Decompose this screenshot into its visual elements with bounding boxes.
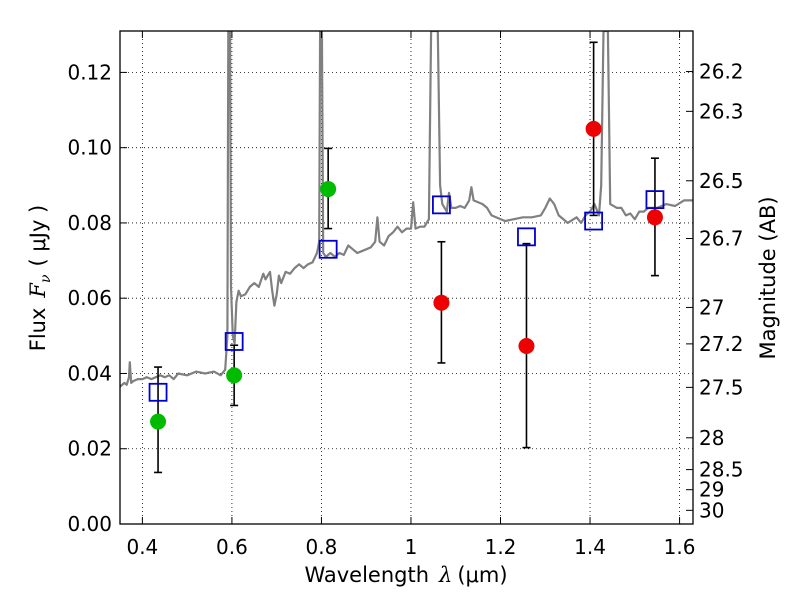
observed-points-layer <box>150 120 663 430</box>
y-axis-label-text: Flux <box>26 308 50 352</box>
magnitude-tick-label: 26.2 <box>699 60 744 84</box>
x-axis-label-text: Wavelength <box>304 563 429 587</box>
y-axis-label-symbol: F <box>26 282 50 299</box>
y-tick-label: 0.08 <box>67 211 112 235</box>
magnitude-tick-label: 27.2 <box>699 332 744 356</box>
y-axis-label-subscript: ν <box>38 274 54 283</box>
x-tick-label: 0.4 <box>126 535 158 559</box>
x-tick-label: 1.6 <box>664 535 696 559</box>
observed-point <box>320 181 337 198</box>
y-tick-label: 0.12 <box>67 60 112 84</box>
x-axis-label: Wavelength λ (μm) <box>304 563 507 587</box>
observed-point <box>226 367 243 384</box>
x-axis-label-unit: (μm) <box>457 563 507 587</box>
model-point-box <box>432 195 451 215</box>
plot-frame <box>119 30 694 525</box>
observed-point <box>433 294 450 311</box>
magnitude-tick-label: 26.7 <box>699 227 744 251</box>
y-axis-label: Flux Fν ( μJy ) <box>26 205 54 351</box>
model-point-box <box>645 190 665 209</box>
observed-point <box>518 337 535 354</box>
spectrum-layer <box>120 31 693 388</box>
magnitude-tick-label: 28 <box>699 426 724 450</box>
x-tick-label: 0.8 <box>306 535 338 559</box>
magnitude-tick-label: 27.5 <box>699 375 744 399</box>
x-axis-ticks: 0.4 0.6 0.8 1 1.2 1.4 1.6 <box>126 31 695 559</box>
magnitude-tick-label: 29 <box>699 478 724 502</box>
model-point-box <box>224 332 244 351</box>
x-tick-label: 1 <box>405 535 418 559</box>
magnitude-tick-label: 30 <box>699 498 724 522</box>
model-point-box <box>584 211 604 231</box>
model-point-box <box>517 227 536 247</box>
spectrum-line <box>120 31 693 388</box>
magnitude-tick-label: 28.5 <box>699 458 744 482</box>
model-points-layer <box>148 190 665 402</box>
y-tick-label: 0.06 <box>67 286 112 310</box>
magnitude-tick-label: 27 <box>699 295 724 319</box>
magnitude-tick-label: 26.3 <box>699 99 744 123</box>
grid <box>120 31 693 525</box>
model-point-box <box>318 239 338 259</box>
observed-point <box>150 413 167 430</box>
magnitude-axis-label: Magnitude (AB) <box>756 196 780 359</box>
y-tick-label: 0.10 <box>67 136 112 160</box>
x-axis-label-symbol: λ <box>438 563 452 587</box>
x-tick-label: 1.4 <box>574 535 606 559</box>
y-axis-label-unit: ( μJy ) <box>26 205 50 267</box>
observed-point <box>646 209 663 226</box>
observed-point <box>585 120 602 137</box>
x-tick-label: 1.2 <box>485 535 517 559</box>
y-tick-label: 0.00 <box>67 512 112 536</box>
y-tick-label: 0.04 <box>67 361 112 385</box>
model-point-box <box>148 382 168 402</box>
magnitude-tick-label: 26.5 <box>699 169 744 193</box>
x-tick-label: 0.6 <box>216 535 248 559</box>
y-axis-ticks: 0.00 0.02 0.04 0.06 0.08 0.10 0.12 <box>67 60 127 536</box>
y-tick-label: 0.02 <box>67 437 112 461</box>
